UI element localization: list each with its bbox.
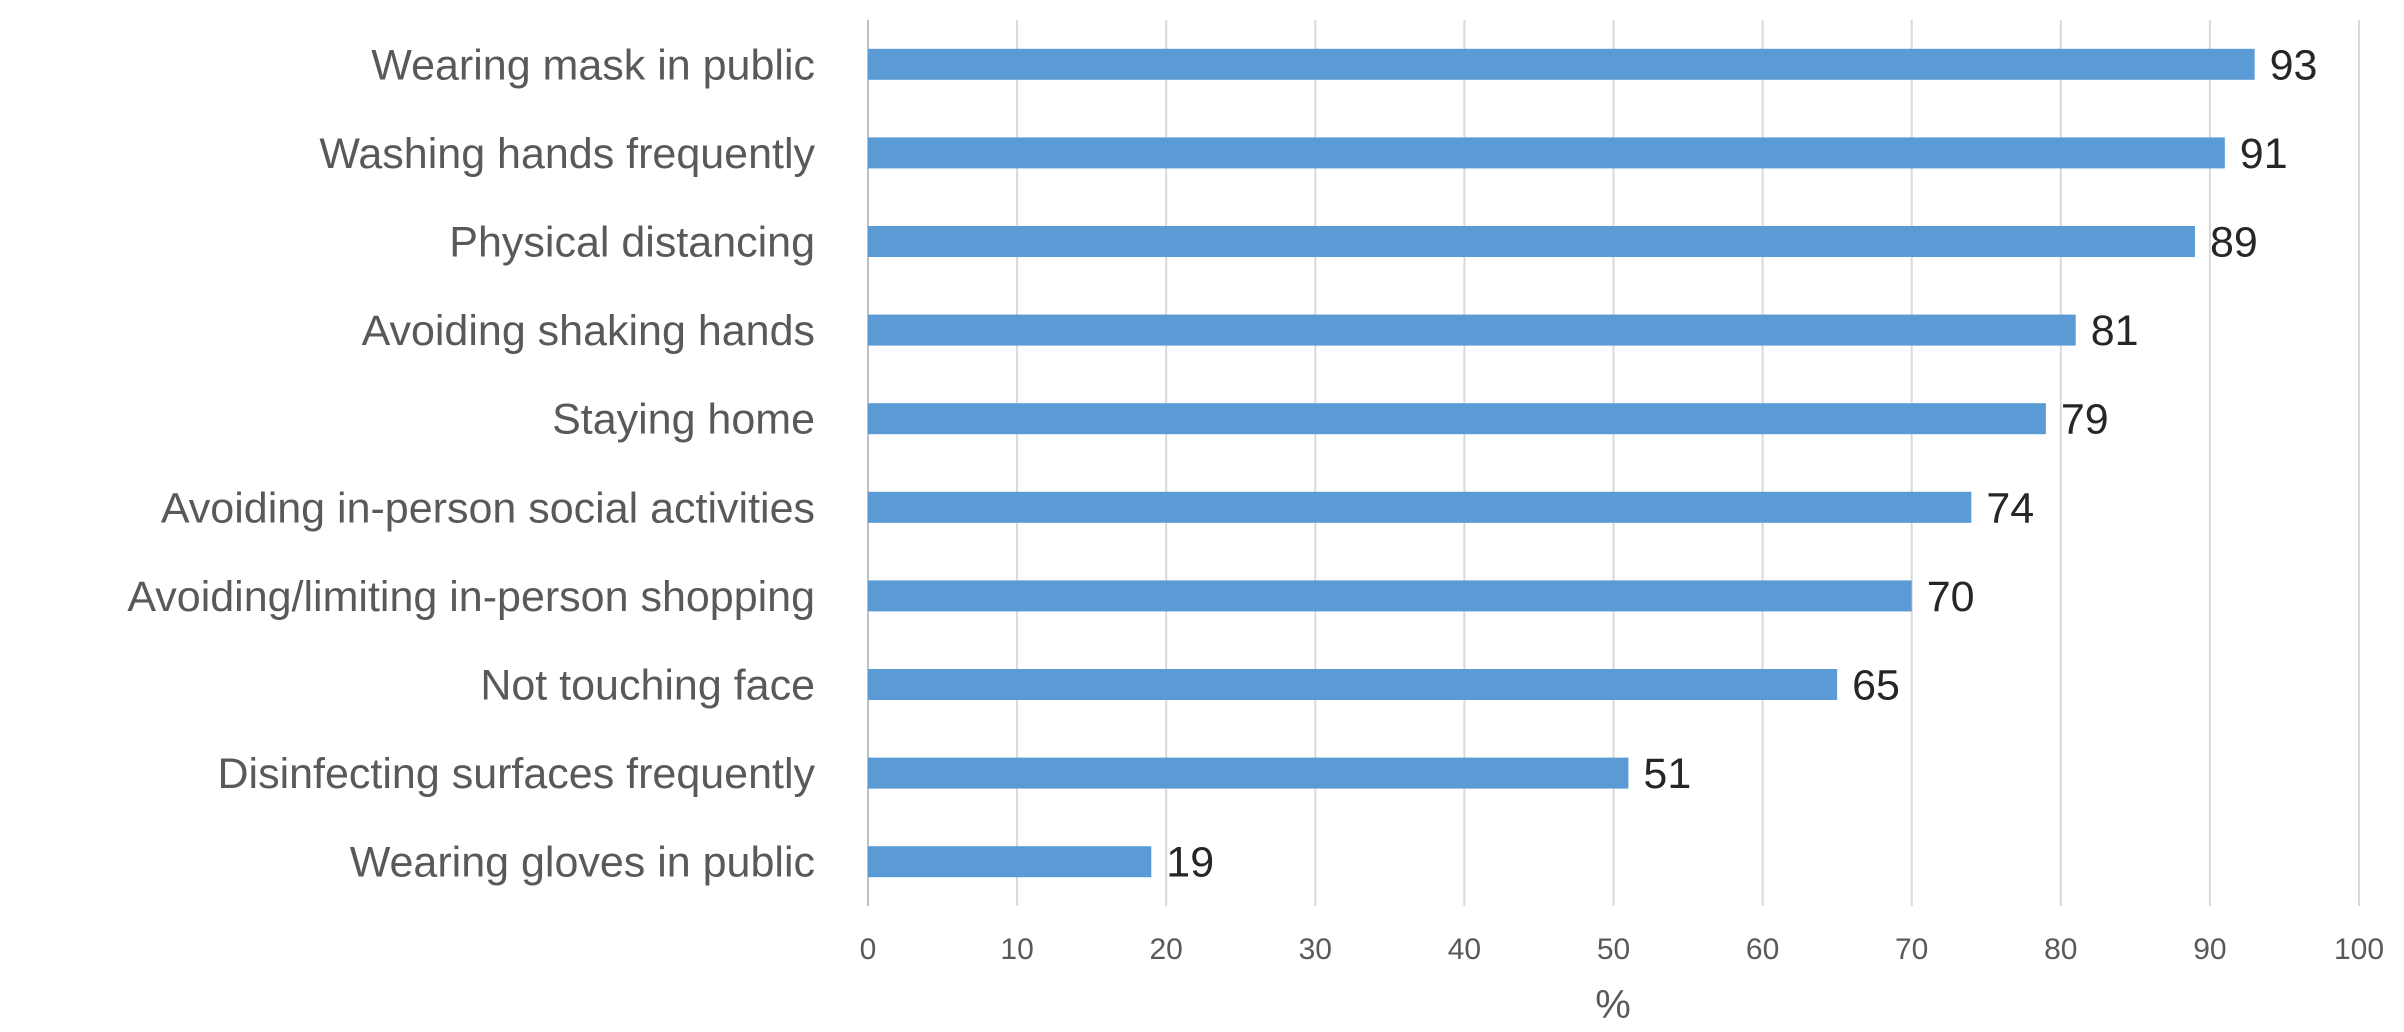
- bar: [868, 580, 1912, 612]
- data-label: 93: [2270, 41, 2318, 89]
- category-label: Washing hands frequently: [319, 130, 815, 178]
- x-tick-label: 100: [2334, 933, 2384, 966]
- category-label: Staying home: [552, 396, 815, 444]
- data-label: 74: [1986, 484, 2034, 532]
- data-label: 81: [2091, 307, 2139, 355]
- bar: [868, 226, 2195, 257]
- category-label: Wearing gloves in public: [350, 839, 815, 887]
- bar: [868, 314, 2076, 346]
- data-label: 79: [2061, 396, 2109, 444]
- data-label: 89: [2210, 219, 2258, 267]
- category-labels: Wearing mask in public Washing hands freq…: [127, 41, 815, 886]
- x-tick-label: 20: [1150, 933, 1183, 966]
- bar: [868, 846, 1152, 878]
- x-tick-label: 0: [860, 933, 877, 966]
- x-tick-label: 50: [1597, 933, 1630, 966]
- x-tick-label: 40: [1448, 933, 1481, 966]
- x-tick-label: 70: [1895, 933, 1928, 966]
- category-label: Wearing mask in public: [371, 41, 815, 89]
- bar: [868, 48, 2255, 80]
- x-tick-labels: 0 10 20 30 40 50 60 70 80 90 100: [860, 933, 2384, 966]
- category-label: Avoiding/limiting in-person shopping: [127, 573, 815, 621]
- x-tick-label: 60: [1746, 933, 1779, 966]
- data-label: 70: [1927, 573, 1975, 621]
- bar: [868, 669, 1838, 700]
- x-axis-title: %: [1595, 983, 1631, 1027]
- data-label: 19: [1166, 839, 1214, 887]
- x-tick-label: 90: [2193, 933, 2226, 966]
- data-label: 65: [1852, 662, 1900, 710]
- category-label: Disinfecting surfaces frequently: [217, 750, 815, 798]
- x-tick-label: 30: [1299, 933, 1332, 966]
- bars: [868, 48, 2255, 878]
- bar: [868, 403, 2046, 435]
- category-label: Not touching face: [480, 662, 815, 710]
- bar: [868, 491, 1972, 523]
- bar: [868, 137, 2225, 169]
- x-tick-label: 80: [2044, 933, 2077, 966]
- data-label: 51: [1643, 750, 1691, 798]
- data-label: 91: [2240, 130, 2288, 178]
- category-label: Avoiding in-person social activities: [161, 484, 815, 532]
- bar: [868, 757, 1629, 789]
- category-label: Avoiding shaking hands: [362, 307, 815, 355]
- category-label: Physical distancing: [449, 219, 815, 267]
- x-tick-label: 10: [1000, 933, 1033, 966]
